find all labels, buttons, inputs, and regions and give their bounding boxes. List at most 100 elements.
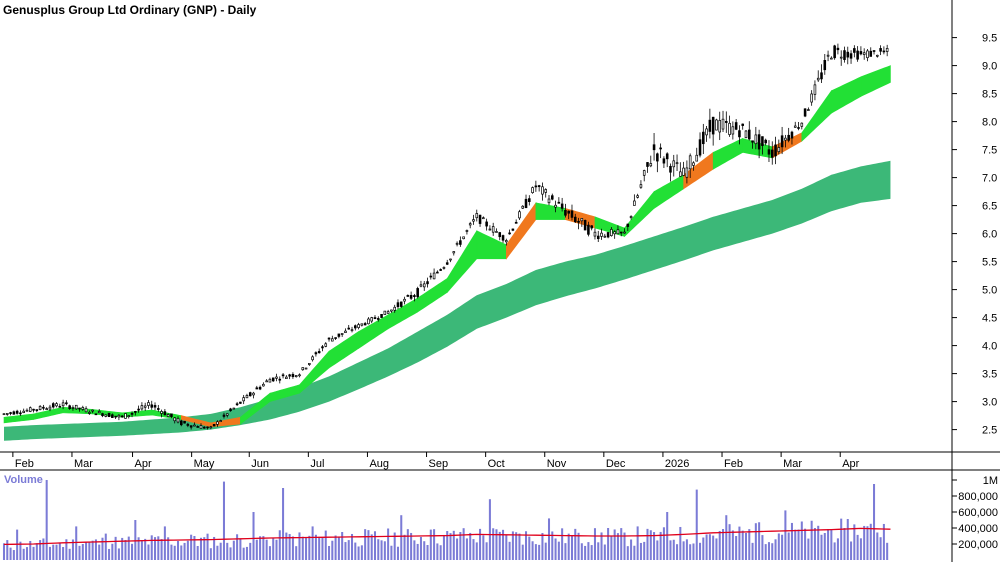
- candle-body: [639, 184, 643, 188]
- candle-body: [439, 269, 442, 271]
- x-tick-label: Aug: [369, 458, 389, 470]
- volume-bar: [377, 539, 380, 560]
- candle-body: [846, 51, 850, 58]
- volume-bar: [331, 540, 334, 560]
- candle-body: [633, 200, 636, 206]
- candle-body: [619, 231, 623, 234]
- candle-body: [767, 149, 771, 155]
- candle-body: [357, 324, 360, 328]
- volume-bar: [840, 518, 843, 560]
- volume-bar: [117, 548, 120, 560]
- candle-body: [354, 325, 357, 329]
- volume-bar: [383, 541, 386, 560]
- candle-body: [298, 374, 301, 377]
- candle-body: [202, 426, 206, 429]
- candle-body: [511, 228, 515, 231]
- volume-bar: [469, 532, 472, 560]
- candle-body: [429, 275, 433, 278]
- candle-body: [862, 52, 866, 55]
- candle-body: [715, 119, 718, 131]
- candle-body: [55, 403, 58, 407]
- volume-bar: [800, 521, 803, 560]
- volume-bar: [357, 546, 360, 560]
- long-ema-band: [4, 160, 891, 441]
- volume-bar: [423, 541, 426, 560]
- x-tick-label: Jun: [251, 458, 269, 470]
- candle-body: [403, 298, 406, 302]
- candle-body: [48, 406, 52, 410]
- volume-bar: [373, 531, 377, 560]
- volume-bar: [456, 538, 459, 560]
- candle-body: [528, 198, 531, 202]
- candle-body: [216, 421, 219, 425]
- volume-bar: [846, 519, 849, 560]
- candle-body: [800, 122, 804, 127]
- candle-body: [212, 424, 216, 427]
- candle-body: [242, 397, 245, 402]
- candle-body: [101, 413, 104, 417]
- candle-body: [872, 50, 876, 52]
- volume-bar: [659, 531, 662, 560]
- candle-body: [304, 367, 308, 370]
- x-tick-label: Nov: [547, 458, 567, 470]
- volume-bar: [396, 546, 399, 560]
- candle-body: [117, 414, 121, 418]
- volume-bar: [380, 540, 383, 560]
- candle-body: [28, 407, 32, 412]
- volume-bar: [666, 512, 669, 560]
- candles-layer: [2, 43, 889, 430]
- volume-tick-label: 1M: [983, 475, 998, 487]
- candle-body: [567, 210, 570, 214]
- candle-body: [94, 413, 98, 416]
- candle-body: [491, 226, 495, 233]
- short-ema-band-segment: [358, 314, 389, 349]
- candle-body: [271, 377, 275, 382]
- volume-bar: [245, 546, 248, 560]
- volume-bar: [167, 537, 170, 560]
- candle-body: [294, 375, 298, 378]
- volume-bar: [176, 541, 180, 560]
- candle-body: [636, 195, 639, 198]
- candle-body: [751, 140, 754, 143]
- volume-bar: [262, 536, 265, 560]
- short-ema-band-segment: [33, 406, 64, 420]
- candle-body: [340, 333, 344, 335]
- volume-bar: [712, 535, 715, 560]
- candle-body: [209, 426, 213, 429]
- candle-body: [104, 414, 108, 417]
- candle-body: [334, 337, 337, 339]
- volume-bar: [81, 543, 84, 560]
- short-ema-band-segment: [594, 216, 625, 237]
- candle-body: [393, 306, 396, 311]
- candle-body: [432, 272, 436, 280]
- volume-bar: [45, 480, 48, 560]
- candle-body: [452, 251, 456, 254]
- volume-bar: [597, 542, 600, 560]
- volume-bar: [229, 547, 232, 560]
- candle-body: [590, 225, 593, 229]
- volume-bar: [505, 535, 508, 560]
- volume-bar: [738, 526, 741, 560]
- candle-body: [419, 284, 423, 287]
- volume-bar: [561, 528, 564, 560]
- candle-body: [38, 406, 42, 410]
- volume-bar: [685, 539, 688, 560]
- volume-bar: [272, 537, 275, 560]
- candle-body: [813, 84, 817, 95]
- volume-bar: [676, 544, 679, 560]
- candle-body: [150, 404, 154, 408]
- volume-bar: [488, 499, 491, 560]
- candle-body: [143, 405, 147, 408]
- candle-body: [193, 424, 196, 427]
- volume-bar: [9, 547, 12, 560]
- volume-bar: [354, 542, 357, 560]
- candle-body: [32, 408, 35, 411]
- volume-bar: [662, 527, 665, 560]
- candle-body: [741, 123, 744, 126]
- candle-body: [74, 404, 78, 410]
- volume-bar: [29, 540, 32, 560]
- volume-bar: [630, 539, 633, 560]
- volume-bar: [551, 531, 554, 560]
- candle-body: [278, 378, 282, 381]
- candle-body: [508, 232, 511, 235]
